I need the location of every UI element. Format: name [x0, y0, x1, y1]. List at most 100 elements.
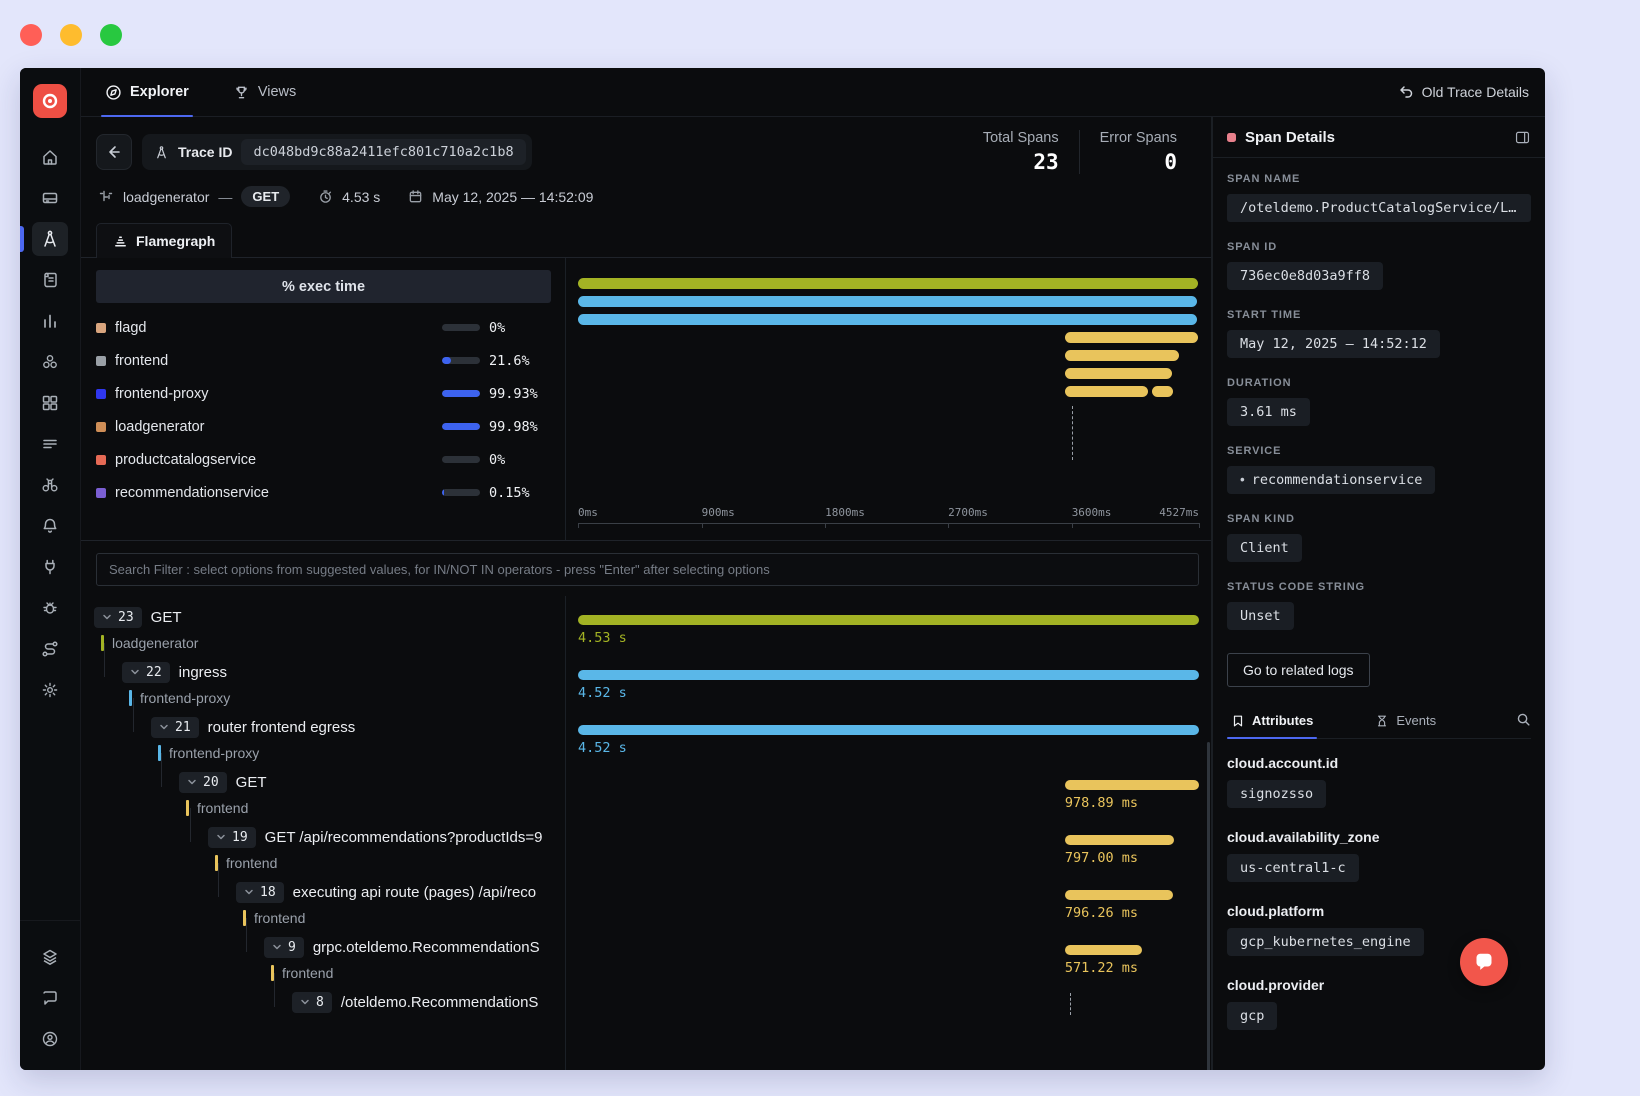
sidebar-item-logs[interactable]	[32, 263, 68, 297]
account-icon	[42, 1031, 58, 1047]
span-collapse-toggle[interactable]: 21	[151, 716, 199, 738]
bar-chart-icon	[44, 314, 56, 328]
gantt-span-bar[interactable]	[1064, 945, 1143, 955]
tab-flamegraph[interactable]: Flamegraph	[96, 223, 233, 258]
span-collapse-toggle[interactable]: 19	[208, 826, 256, 848]
span-name[interactable]: grpc.oteldemo.RecommendationS	[312, 938, 540, 956]
tab-events[interactable]: Events	[1371, 707, 1440, 738]
meta-separator: —	[218, 188, 233, 205]
sidebar-item-applications[interactable]	[32, 386, 68, 420]
span-node: 19 GET /api/recommendations?productIds=9 …	[94, 808, 565, 879]
legend-row-loadgenerator[interactable]: loadgenerator 99.98%	[96, 410, 551, 443]
legend-row-flagd[interactable]: flagd 0%	[96, 311, 551, 344]
collapse-panel-button[interactable]	[1514, 129, 1531, 146]
sidebar-item-support[interactable]	[32, 981, 68, 1015]
legend-row-recommendationservice[interactable]: recommendationservice 0.15%	[96, 476, 551, 509]
signoz-logo[interactable]	[33, 84, 67, 118]
span-name[interactable]: executing api route (pages) /api/reco	[292, 883, 537, 901]
minimize-window-button[interactable]	[60, 24, 82, 46]
gantt-span-bar[interactable]	[578, 670, 1199, 680]
sidebar-item-services[interactable]	[32, 181, 68, 215]
attributes-search-button[interactable]	[1516, 712, 1531, 733]
axis-tick-label: 1800ms	[825, 506, 865, 519]
sidebar-item-integrations[interactable]	[32, 550, 68, 584]
status-code-value[interactable]: Unset	[1227, 602, 1294, 630]
span-name[interactable]: GET /api/recommendations?productIds=9	[264, 828, 543, 846]
span-name[interactable]: /oteldemo.RecommendationS	[340, 993, 539, 1011]
start-time-value[interactable]: May 12, 2025 — 14:52:12	[1227, 330, 1440, 358]
duration-value[interactable]: 3.61 ms	[1227, 398, 1310, 426]
go-to-related-logs-button[interactable]: Go to related logs	[1227, 653, 1370, 687]
span-collapse-toggle[interactable]: 18	[236, 881, 284, 903]
service-dot: •	[1240, 472, 1245, 487]
sidebar-item-account[interactable]	[32, 1022, 68, 1056]
flamegraph-canvas	[578, 270, 1199, 466]
sidebar-item-settings[interactable]	[32, 673, 68, 707]
sidebar-item-get-started[interactable]	[32, 940, 68, 974]
legend-row-frontend[interactable]: frontend 21.6%	[96, 344, 551, 377]
attribute-value[interactable]: signozsso	[1227, 780, 1327, 808]
attribute-value[interactable]: gcp	[1227, 1002, 1278, 1030]
flame-span-bar[interactable]	[1064, 368, 1172, 379]
legend-row-frontend-proxy[interactable]: frontend-proxy 99.93%	[96, 377, 551, 410]
flame-span-bar[interactable]	[1064, 332, 1198, 343]
old-trace-details-link[interactable]: Old Trace Details	[1398, 84, 1529, 100]
tab-explorer[interactable]: Explorer	[101, 68, 193, 117]
gantt-span-bar[interactable]	[578, 615, 1199, 625]
span-id-value[interactable]: 736ec0e8d03a9ff8	[1227, 262, 1384, 290]
support-chat-button[interactable]	[1460, 938, 1508, 986]
flame-span-bar[interactable]	[578, 278, 1199, 289]
span-name-value[interactable]: /oteldemo.ProductCatalogService/ListP...	[1227, 194, 1531, 222]
tab-attributes[interactable]: Attributes	[1227, 707, 1318, 739]
tree-guide-line	[133, 698, 134, 732]
axis-tick-label: 3600ms	[1071, 506, 1112, 519]
root-span-icon	[99, 190, 113, 201]
span-collapse-toggle[interactable]: 22	[122, 661, 170, 683]
attribute-value[interactable]: gcp_kubernetes_engine	[1227, 928, 1424, 956]
trace-id-chip[interactable]: Trace ID dc048bd9c88a2411efc801c710a2c1b…	[142, 134, 532, 170]
span-kind-value[interactable]: Client	[1227, 534, 1302, 562]
service-value[interactable]: • recommendationservice	[1227, 466, 1436, 494]
span-collapse-toggle[interactable]: 23	[94, 606, 142, 628]
sidebar-item-home[interactable]	[32, 140, 68, 174]
close-window-button[interactable]	[20, 24, 42, 46]
sidebar-item-exceptions[interactable]	[32, 591, 68, 625]
maximize-window-button[interactable]	[100, 24, 122, 46]
tab-views[interactable]: Views	[229, 68, 300, 116]
error-spans-value: 0	[1164, 150, 1177, 174]
span-collapse-toggle[interactable]: 20	[179, 771, 227, 793]
gantt-span-bar[interactable]	[1064, 780, 1199, 790]
gantt-span-bar[interactable]	[1064, 835, 1174, 845]
sidebar-item-dashboards[interactable]	[32, 304, 68, 338]
sidebar-item-traces[interactable]	[20, 222, 68, 256]
sidebar-item-service-map[interactable]	[32, 632, 68, 666]
sidebar-item-metrics[interactable]	[32, 345, 68, 379]
flame-span-bar[interactable]	[578, 314, 1198, 325]
flame-span-bar[interactable]	[1064, 350, 1179, 361]
tree-guide-line	[274, 973, 275, 1007]
sidebar-item-explorer[interactable]	[32, 468, 68, 502]
exec-percent: 99.93%	[489, 385, 538, 402]
span-collapse-toggle[interactable]: 8	[292, 991, 332, 1013]
span-search-input[interactable]	[96, 553, 1199, 586]
span-name[interactable]: GET	[150, 608, 182, 626]
flame-span-bar[interactable]	[1151, 386, 1173, 397]
exec-progress-fill	[442, 489, 444, 496]
gantt-span-bar[interactable]	[578, 725, 1199, 735]
scrollbar[interactable]	[1207, 742, 1210, 1070]
flame-span-bar[interactable]	[1064, 386, 1149, 397]
sidebar-item-alerts[interactable]	[32, 509, 68, 543]
service-color-bar	[158, 745, 161, 761]
gantt-duration-label: 4.52 s	[578, 685, 627, 701]
legend-row-productcatalogservice[interactable]: productcatalogservice 0%	[96, 443, 551, 476]
flame-span-bar[interactable]	[578, 296, 1198, 307]
span-name[interactable]: ingress	[178, 663, 228, 681]
gantt-span-bar[interactable]	[1064, 890, 1173, 900]
attribute-value[interactable]: us-central1-c	[1227, 854, 1359, 882]
span-name[interactable]: GET	[235, 773, 267, 791]
sidebar-item-billing[interactable]	[32, 427, 68, 461]
back-button[interactable]	[96, 134, 132, 170]
span-collapse-toggle[interactable]: 9	[264, 936, 304, 958]
span-name[interactable]: router frontend egress	[207, 718, 356, 736]
